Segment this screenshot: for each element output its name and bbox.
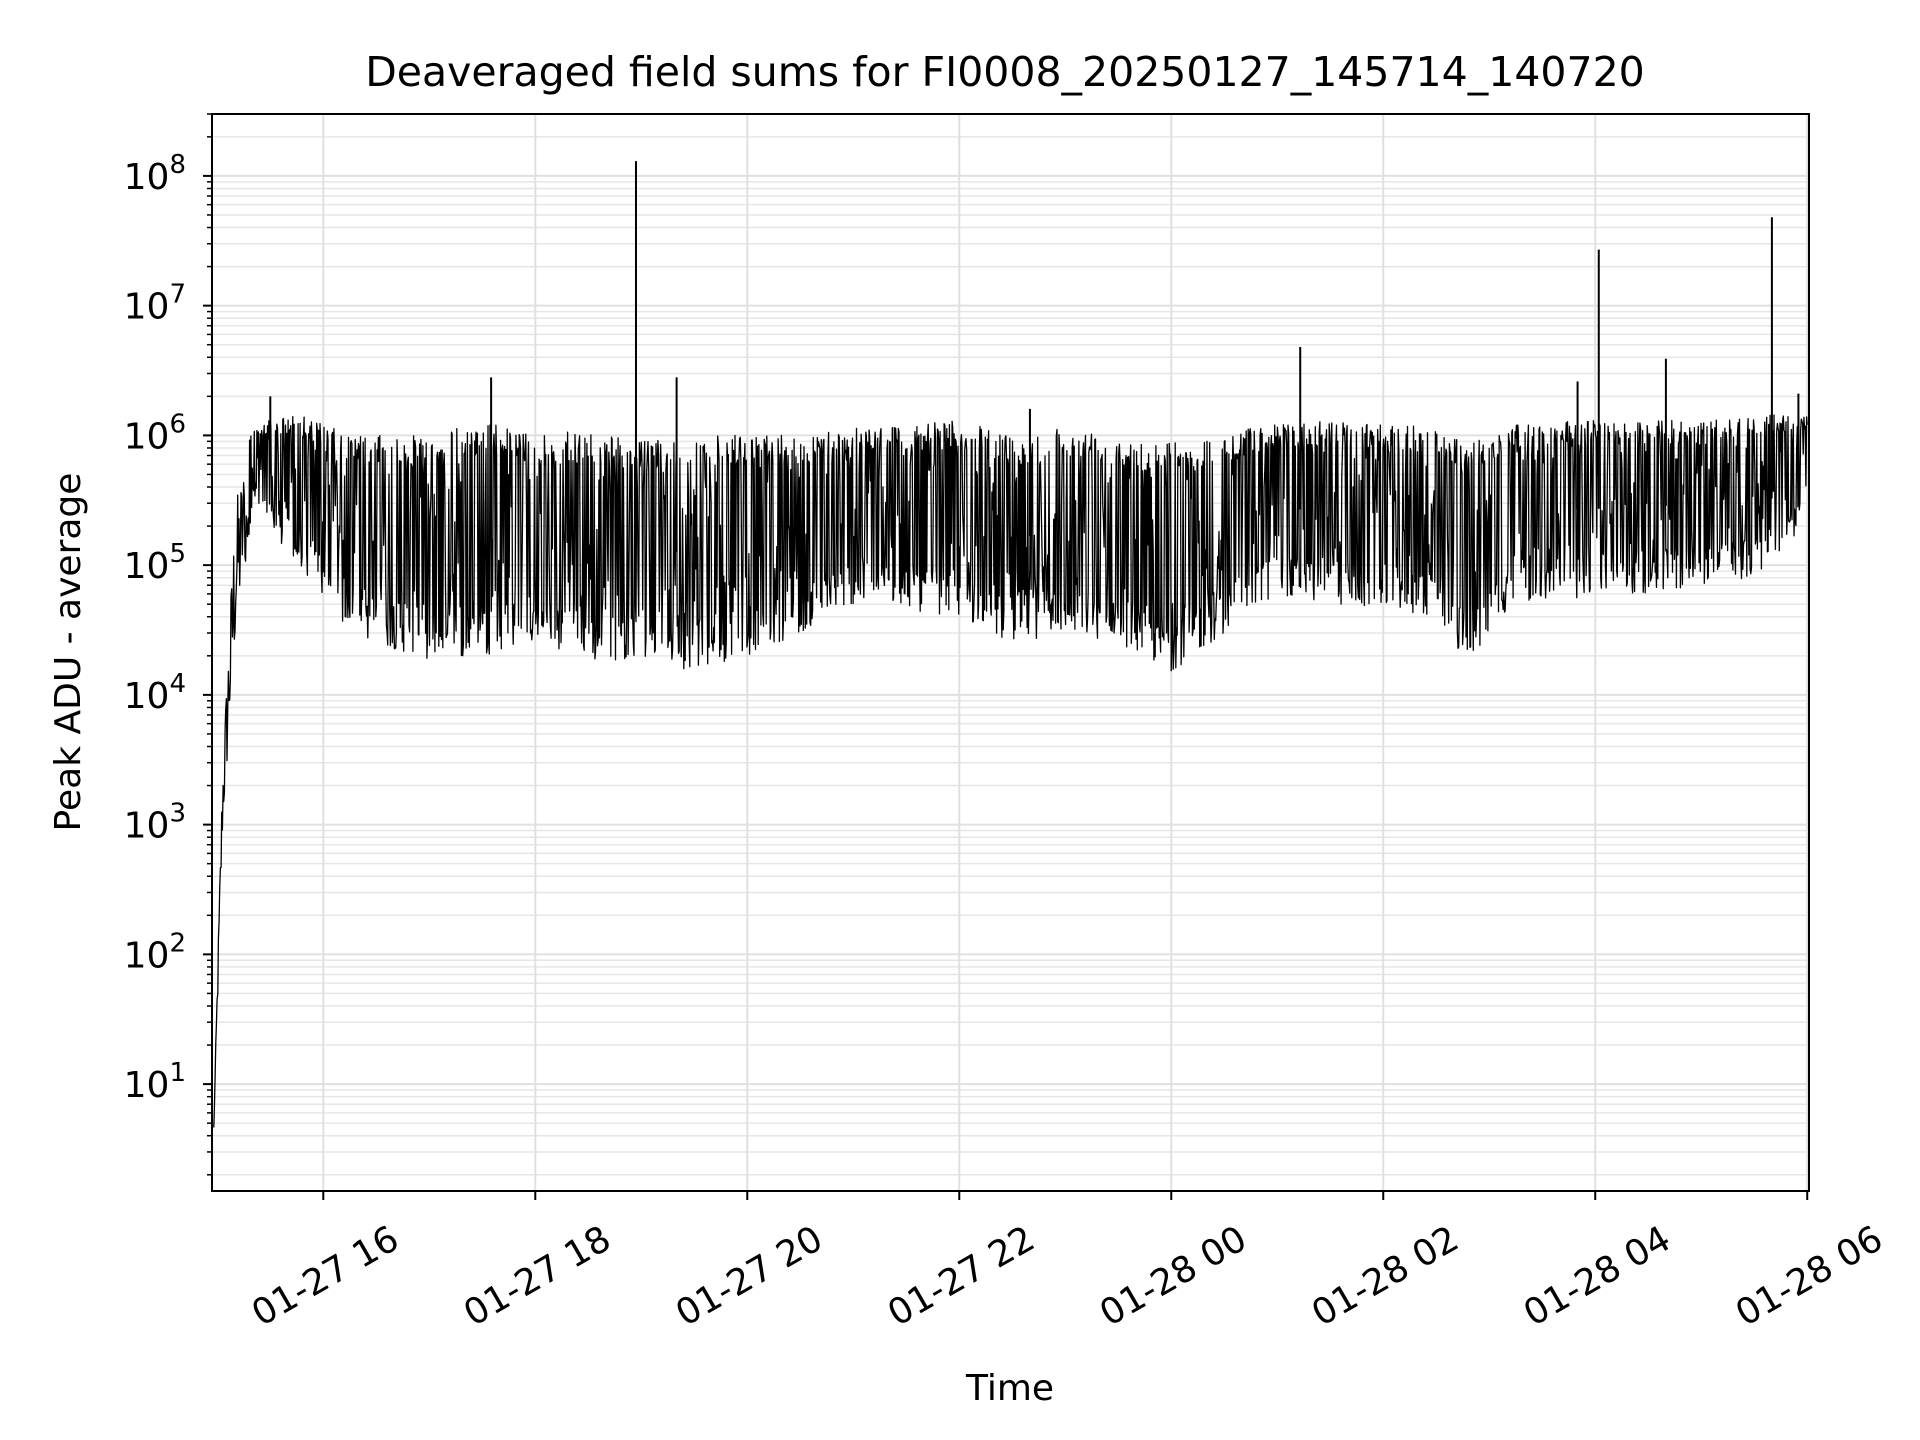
- y-axis-label: Peak ADU - average: [48, 473, 89, 832]
- y-tick-label: 103: [124, 799, 186, 847]
- y-tick-label: 104: [124, 669, 186, 717]
- y-tick-label: 107: [124, 280, 186, 328]
- grid-major: [212, 114, 1809, 1191]
- chart-title: Deaveraged field sums for FI0008_2025012…: [365, 48, 1645, 96]
- grid-minor: [212, 113, 1809, 1176]
- y-axis-ticks: 101 102 103 104 105 106 107 108: [124, 113, 212, 1176]
- plot-frame: [211, 113, 1810, 1192]
- x-axis-label: Time: [965, 1368, 1054, 1409]
- series-line: [213, 414, 1808, 1128]
- y-tick-label: 105: [124, 539, 186, 587]
- y-tick-label: 106: [124, 409, 186, 457]
- plot-area: [211, 113, 1810, 1192]
- series-layer: [213, 161, 1808, 1128]
- y-tick-label: 101: [124, 1058, 186, 1106]
- y-tick-label: 108: [124, 150, 186, 198]
- y-tick-label: 102: [124, 928, 186, 976]
